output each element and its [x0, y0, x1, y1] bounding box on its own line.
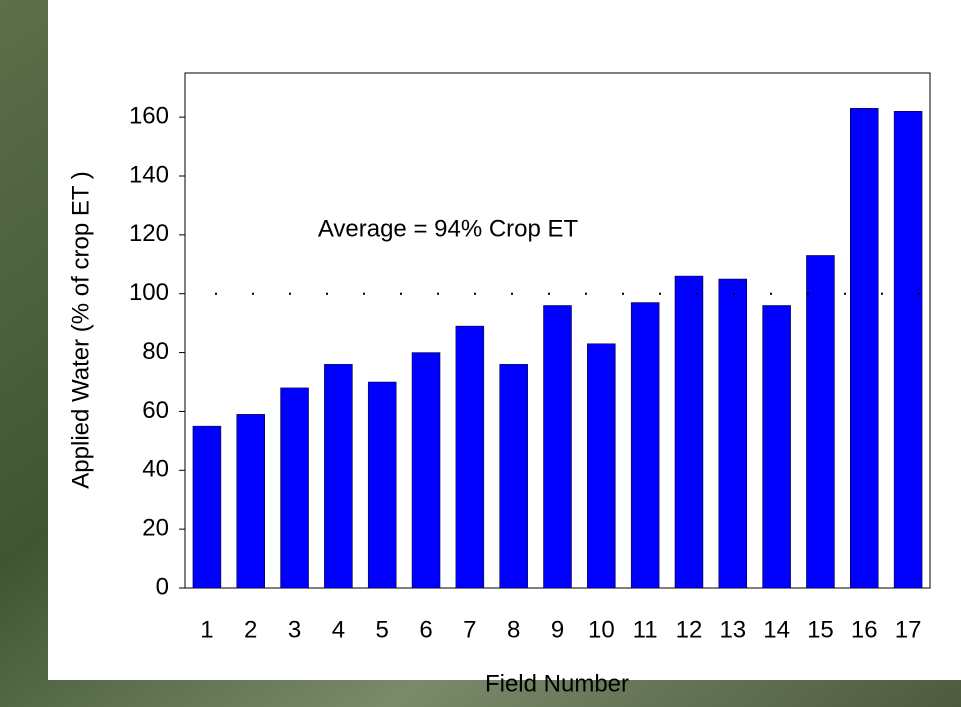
bar	[762, 305, 791, 589]
x-tick-label: 5	[376, 616, 389, 643]
y-tick-label: 100	[129, 279, 169, 306]
bar	[455, 325, 485, 589]
x-axis-label: Field Number	[485, 670, 629, 697]
annotation: Average = 94% Crop ET	[318, 215, 579, 242]
x-tick-label: 12	[676, 616, 703, 643]
x-tick-label: 17	[895, 616, 922, 643]
bar	[280, 387, 309, 589]
y-tick-label: 60	[142, 397, 169, 424]
y-axis-label: Applied Water (% of crop ET )	[67, 171, 94, 488]
y-tick-label: 40	[142, 456, 169, 483]
y-tick-label: 80	[142, 338, 169, 365]
bar	[499, 364, 528, 589]
x-tick-label: 3	[288, 616, 301, 643]
bar	[674, 275, 704, 589]
x-tick-label: 4	[332, 616, 345, 643]
y-tick-label: 20	[142, 514, 169, 541]
x-tick-label: 2	[244, 616, 257, 643]
y-tick-label: 140	[129, 161, 169, 188]
bar	[236, 414, 265, 589]
x-tick-label: 16	[851, 616, 878, 643]
x-tick-label: 7	[463, 616, 476, 643]
bar	[806, 255, 835, 589]
x-tick-label: 1	[200, 616, 213, 643]
x-tick-label: 11	[633, 616, 658, 643]
y-tick-label: 0	[156, 573, 169, 600]
bar	[324, 364, 353, 589]
x-tick-label: 14	[763, 616, 790, 643]
bar	[718, 278, 748, 589]
x-tick-label: 8	[507, 616, 520, 643]
bar	[192, 425, 222, 589]
x-tick-label: 15	[807, 616, 834, 643]
bar	[543, 305, 572, 589]
bar	[630, 302, 660, 589]
x-tick-label: 9	[551, 616, 564, 643]
bar	[587, 343, 616, 589]
bar	[411, 352, 441, 589]
x-tick-label: 6	[419, 616, 432, 643]
x-tick-label: 10	[588, 616, 615, 643]
bar	[893, 111, 923, 589]
x-tick-label: 13	[719, 616, 746, 643]
y-tick-label: 160	[129, 102, 169, 129]
y-tick-label: 120	[129, 220, 169, 247]
bar	[850, 108, 879, 589]
bar	[367, 381, 397, 589]
